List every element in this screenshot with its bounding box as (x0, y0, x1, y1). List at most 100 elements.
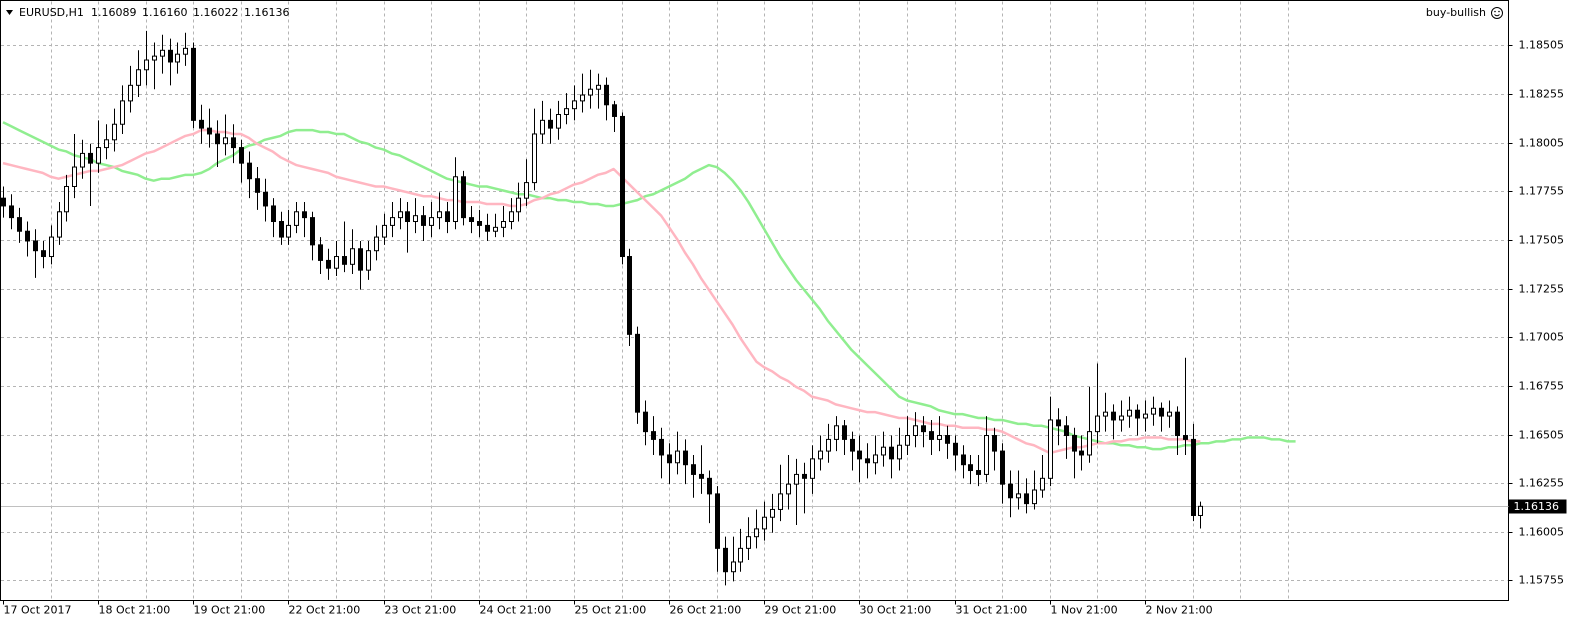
candle-body (453, 176, 458, 223)
candle-body (1040, 477, 1045, 491)
x-tick-label: 18 Oct 21:00 (99, 604, 171, 617)
candle-body (215, 133, 220, 145)
candle-body (516, 197, 521, 213)
candle-body (913, 425, 918, 437)
candle-body (207, 127, 212, 135)
candle-body (588, 88, 593, 96)
candle-body (1175, 411, 1180, 437)
candle-body (707, 477, 712, 495)
candle-body (596, 84, 601, 90)
candle-body (366, 250, 371, 271)
candle-body (104, 139, 109, 149)
collapse-arrow[interactable] (6, 10, 13, 15)
candle-body (1016, 493, 1021, 499)
candle-body (873, 454, 878, 464)
candle-body (770, 508, 775, 518)
candle-body (643, 411, 648, 433)
x-tick-label: 17 Oct 2017 (4, 604, 72, 617)
candle-body (857, 450, 862, 460)
candle-body (651, 431, 656, 440)
expert-label: buy-bullish (1426, 6, 1486, 19)
candle-body (477, 221, 482, 226)
candle-body (112, 123, 117, 141)
candle-body (953, 442, 958, 456)
candle-body (1198, 505, 1203, 516)
candle-body (358, 248, 363, 271)
candle-body (1087, 431, 1092, 456)
candle-body (294, 211, 299, 226)
candle-body (675, 450, 680, 464)
candle-body (834, 425, 839, 440)
smiley-icon (1491, 7, 1503, 19)
candle-body (524, 182, 529, 199)
candle-body (945, 435, 950, 444)
candle-body (128, 84, 133, 102)
candle-body (746, 536, 751, 549)
candle-body (564, 108, 569, 116)
candle-body (199, 119, 204, 129)
candle-body (501, 221, 506, 228)
x-tick-label: 24 Oct 21:00 (480, 604, 552, 617)
x-tick-label: 2 Nov 21:00 (1146, 604, 1213, 617)
candle-body (683, 450, 688, 466)
candle-body (881, 446, 886, 456)
candle-body (810, 458, 815, 479)
candle-body (160, 49, 165, 57)
candle-body (667, 454, 672, 464)
candle-body (231, 137, 236, 149)
x-tick-label: 19 Oct 21:00 (194, 604, 266, 617)
candle-body (532, 133, 537, 184)
candle-body (72, 166, 77, 187)
candle-body (929, 431, 934, 440)
price-tag-label: 1.16136 (1514, 500, 1560, 513)
candle-body (88, 152, 93, 164)
y-tick-label: 1.16005 (1519, 526, 1565, 539)
candle-body (961, 454, 966, 466)
x-tick-label: 26 Oct 21:00 (670, 604, 742, 617)
candle-body (80, 152, 85, 168)
candle-body (842, 425, 847, 440)
candle-body (41, 250, 46, 258)
candle-body (255, 178, 260, 193)
candle-body (627, 256, 632, 335)
candle-body (469, 217, 474, 223)
candle-body (461, 176, 466, 219)
candle-body (175, 53, 180, 63)
moving-average-line (2, 128, 1201, 455)
candle-body (509, 211, 514, 223)
candle-body (350, 248, 355, 265)
candle-body (715, 493, 720, 549)
candle-body (279, 221, 284, 238)
candle-body (699, 473, 704, 479)
candle-body (405, 211, 410, 223)
candle-body (762, 516, 767, 530)
candles (1, 30, 1203, 586)
candle-body (1151, 407, 1156, 415)
y-tick-label: 1.17255 (1519, 283, 1565, 296)
candle-body (318, 244, 323, 261)
candle-body (437, 211, 442, 219)
candle-body (334, 256, 339, 269)
candle-body (826, 438, 831, 452)
candle-body (9, 205, 14, 219)
candle-body (865, 458, 870, 464)
candle-body (144, 59, 149, 71)
candle-body (390, 217, 395, 226)
candle-body (17, 217, 22, 232)
candle-body (286, 224, 291, 238)
candle-body (1127, 409, 1132, 417)
candle-body (421, 215, 426, 226)
candle-body (152, 55, 157, 61)
candle-body (1143, 413, 1148, 419)
candle-body (659, 438, 664, 456)
candle-body (445, 211, 450, 223)
candle-body (540, 119, 545, 135)
candle-body (413, 215, 418, 223)
x-tick-label: 31 Oct 21:00 (956, 604, 1028, 617)
candle-body (310, 217, 315, 246)
candle-body (49, 236, 54, 258)
candle-body (620, 115, 625, 258)
candle-body (778, 493, 783, 510)
candle-body (239, 147, 244, 164)
